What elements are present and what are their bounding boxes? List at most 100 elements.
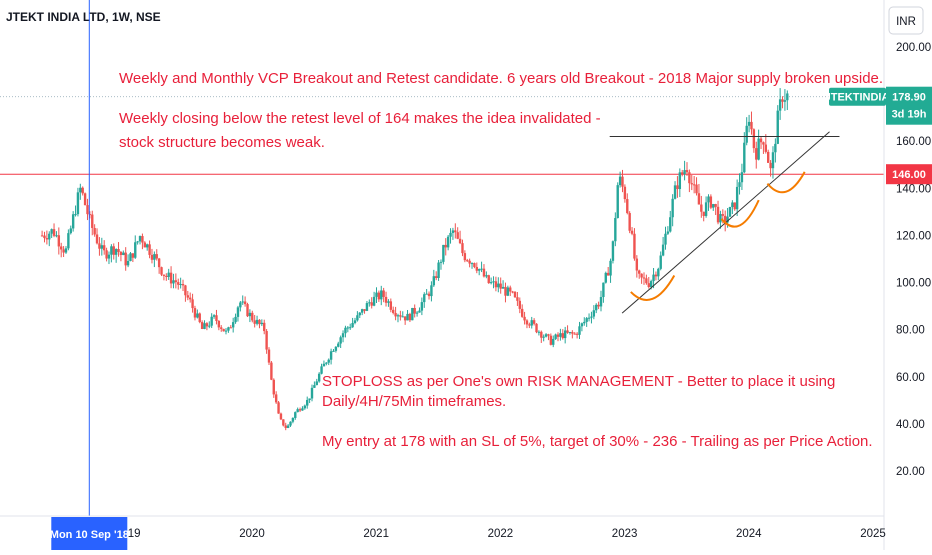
candles xyxy=(40,88,789,431)
annotation-text: stock structure becomes weak. xyxy=(119,134,325,151)
candle-body xyxy=(384,296,388,303)
candle-body xyxy=(267,349,271,363)
time-tick-label: 2024 xyxy=(736,528,762,540)
candle-body xyxy=(258,319,261,325)
candle-body xyxy=(461,243,464,254)
candle-body xyxy=(320,366,323,374)
price-tick-label: 60.00 xyxy=(896,372,925,384)
candle-body xyxy=(372,296,376,306)
candle-body xyxy=(530,320,533,326)
candle-body xyxy=(251,312,254,321)
currency-button[interactable] xyxy=(888,6,924,35)
candle-body xyxy=(683,170,686,175)
candle-body xyxy=(580,323,584,327)
candle-body xyxy=(306,399,309,406)
crosshair-date-badge xyxy=(51,517,128,550)
candle-body xyxy=(728,207,732,217)
candle-body xyxy=(716,206,720,223)
candle-body xyxy=(439,261,443,263)
time-axis[interactable]: 2019 2020 2021 2022 2023 2024 2025 xyxy=(0,515,886,540)
candle-body xyxy=(351,322,354,328)
candle-body xyxy=(377,292,381,300)
candle-body xyxy=(511,291,514,293)
candle-body xyxy=(134,242,137,258)
candle-body xyxy=(774,143,777,153)
base-curve xyxy=(720,199,760,228)
candle-body xyxy=(155,254,158,259)
candle-body xyxy=(222,328,225,332)
candle-body xyxy=(408,313,412,321)
candle-body xyxy=(623,186,627,200)
candle-body xyxy=(695,184,698,194)
candle-body xyxy=(688,172,691,184)
currency-label: INR xyxy=(896,16,916,28)
annotation-text: Daily/4H/75Min timeframes. xyxy=(322,393,506,410)
annotation-text: Weekly closing below the retest level of… xyxy=(119,110,601,127)
price-tick-label: 40.00 xyxy=(896,419,925,431)
price-tick-label: 20.00 xyxy=(896,466,925,478)
candle-body xyxy=(246,304,249,317)
candle-body xyxy=(671,198,674,218)
candle-body xyxy=(291,417,295,422)
candle-body xyxy=(224,330,228,332)
candle-body xyxy=(425,293,428,295)
candle-body xyxy=(243,301,247,305)
candle-body xyxy=(88,214,92,216)
candle-body xyxy=(659,255,662,269)
candle-body xyxy=(568,332,572,334)
candle-body xyxy=(179,284,182,286)
candle-body xyxy=(616,185,619,219)
candle-body xyxy=(239,302,242,308)
candle-body xyxy=(561,333,564,339)
candle-body xyxy=(45,238,49,240)
candle-body xyxy=(212,315,216,317)
candle-body xyxy=(726,216,729,223)
candle-body xyxy=(420,302,424,311)
candle-body xyxy=(308,398,311,400)
candle-body xyxy=(406,313,409,321)
candle-body xyxy=(215,315,218,321)
candle-body xyxy=(69,228,72,234)
candle-body xyxy=(294,412,297,418)
candle-body xyxy=(437,262,440,278)
candle-body xyxy=(286,425,290,428)
candle-body xyxy=(685,170,689,173)
candle-body xyxy=(169,272,173,284)
candle-body xyxy=(325,362,328,364)
candle-body xyxy=(394,312,397,317)
candle-body xyxy=(633,233,636,259)
candle-body xyxy=(559,333,562,337)
candle-body xyxy=(635,258,639,271)
annotation-text: My entry at 178 with an SL of 5%, target… xyxy=(322,433,873,450)
candle-body xyxy=(107,254,111,259)
candle-body xyxy=(714,204,717,207)
candle-body xyxy=(184,285,187,296)
candle-body xyxy=(532,320,536,324)
price-axis[interactable]: 200.00180.00160.00140.00120.00100.0080.0… xyxy=(883,0,931,550)
candle-body xyxy=(114,249,118,255)
candle-body xyxy=(494,281,498,288)
ticker-badge-label: JTEKTINDIA xyxy=(825,92,890,104)
candle-body xyxy=(124,252,127,266)
candle-body xyxy=(638,270,641,274)
candle-body xyxy=(188,297,192,300)
candle-body xyxy=(762,142,765,145)
candle-body xyxy=(661,244,665,256)
price-tick-label: 140.00 xyxy=(896,183,931,195)
candle-body xyxy=(786,93,789,101)
candle-body xyxy=(131,253,135,258)
time-tick-label: 2022 xyxy=(488,528,514,540)
candle-body xyxy=(148,244,151,255)
candle-body xyxy=(52,229,56,236)
candle-body xyxy=(654,274,658,277)
candle-body xyxy=(265,331,268,350)
candle-body xyxy=(67,233,70,249)
candle-body xyxy=(74,214,77,216)
candle-body xyxy=(747,121,751,126)
annotation-text: Weekly and Monthly VCP Breakout and Rete… xyxy=(119,70,883,87)
candle-body xyxy=(666,231,670,234)
candle-body xyxy=(317,373,321,382)
candle-body xyxy=(446,236,450,248)
